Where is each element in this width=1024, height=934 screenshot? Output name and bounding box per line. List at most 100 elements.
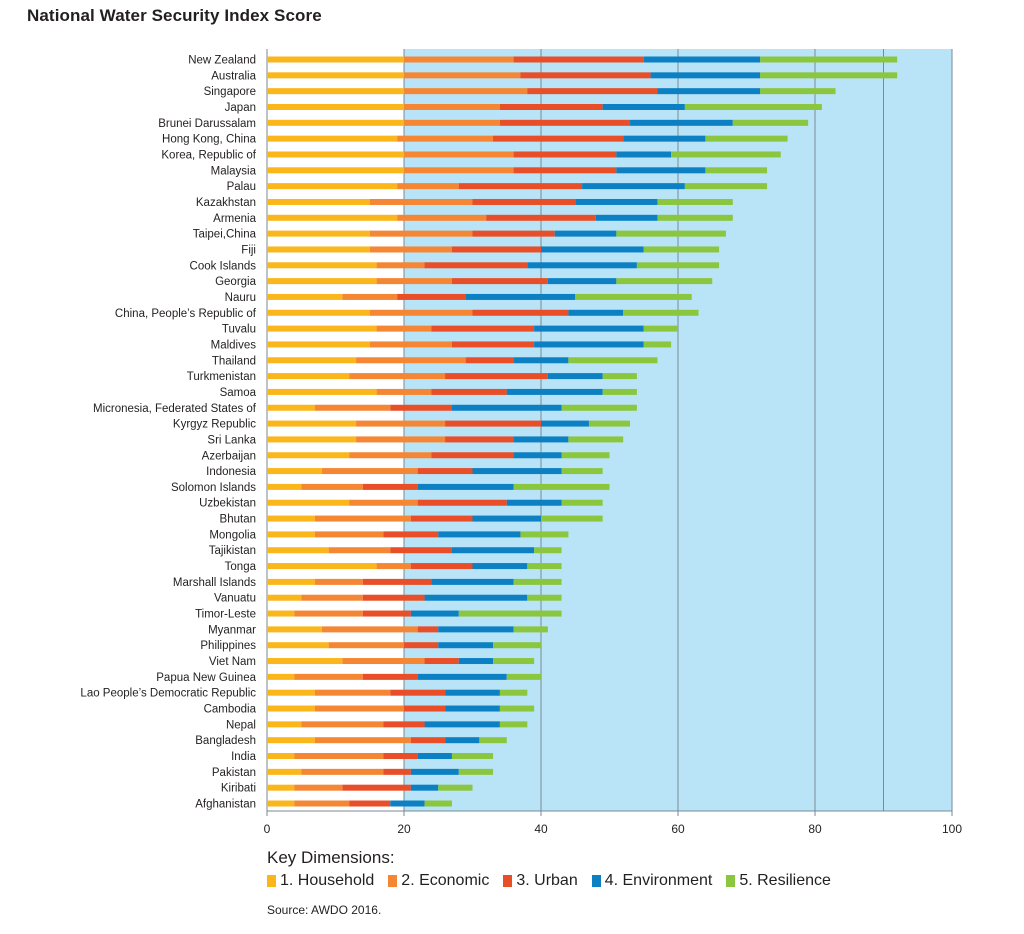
gridlines — [266, 49, 953, 811]
bar-segment — [499, 689, 528, 696]
y-tick-label: Georgia — [215, 276, 257, 288]
bar-segment — [424, 262, 528, 269]
y-tick-label: Uzbekistan — [199, 498, 256, 510]
y-tick-label: Vanuatu — [214, 593, 256, 605]
bar-segment — [267, 468, 322, 475]
y-tick-label: Palau — [227, 181, 256, 193]
bar-segment — [383, 768, 411, 775]
bar-segment — [602, 373, 637, 380]
bar-segment — [506, 673, 541, 680]
y-tick-label: Brunei Darussalam — [158, 118, 256, 130]
y-tick-label: Cambodia — [204, 704, 257, 716]
bar-segment — [404, 56, 514, 63]
bar-segment — [486, 214, 596, 221]
bar-segment — [267, 737, 315, 744]
legend-item: 2. Economic — [388, 872, 489, 890]
bar-segment — [369, 341, 452, 348]
bar-segment — [410, 515, 473, 522]
bar-segment — [342, 784, 411, 791]
bar-segment — [267, 230, 370, 237]
bar-segment — [431, 578, 514, 585]
y-tick-label: Pakistan — [212, 767, 256, 779]
bar-segment — [705, 167, 768, 174]
bar-segment — [424, 658, 459, 665]
bar-segment — [513, 357, 569, 364]
bar-segment — [417, 483, 514, 490]
y-tick-label: Singapore — [204, 86, 256, 98]
bar-segment — [267, 309, 370, 316]
bar-segment — [267, 151, 404, 158]
y-tick-label: Papua New Guinea — [156, 672, 256, 684]
bar-segment — [369, 230, 473, 237]
bar-segment — [513, 578, 562, 585]
bar-segment — [267, 293, 343, 300]
bar-segment — [267, 626, 322, 633]
bar-segment — [404, 72, 521, 79]
bar-segment — [472, 198, 576, 205]
bar-segment — [397, 214, 487, 221]
bar-segment — [616, 230, 726, 237]
bar-segment — [630, 119, 733, 126]
y-tick-label: Marshall Islands — [173, 577, 256, 589]
bar-segment — [643, 246, 720, 253]
bar-segment — [458, 610, 562, 617]
bar-segment — [424, 721, 500, 728]
bar-segment — [267, 547, 329, 554]
y-tick-label: Nauru — [225, 292, 256, 304]
bar-segment — [294, 753, 384, 760]
y-tick-label: Kiribati — [221, 783, 256, 795]
legend-label: 1. Household — [280, 872, 375, 889]
bar-segment — [314, 515, 411, 522]
bar-segment — [431, 452, 514, 459]
bar-segment — [451, 278, 548, 285]
bar-segment — [362, 483, 418, 490]
bar-segment — [369, 198, 473, 205]
bar-segment — [410, 768, 459, 775]
y-tick-label: Tuvalu — [222, 324, 256, 336]
bar-segment — [267, 341, 370, 348]
bar-segment — [732, 119, 809, 126]
bar-segment — [267, 594, 302, 601]
bar-segment — [321, 468, 418, 475]
bar-segment — [513, 626, 548, 633]
legend-swatch — [726, 875, 736, 887]
bar-segment — [493, 658, 535, 665]
bar-segment — [267, 278, 377, 285]
bar-segment — [301, 768, 384, 775]
bar-segment — [431, 325, 535, 332]
bar-segment — [267, 436, 357, 443]
bar-segment — [643, 56, 761, 63]
bar-segment — [499, 103, 603, 110]
bar-segment — [513, 483, 610, 490]
bar-segment — [575, 198, 658, 205]
bar-segment — [417, 673, 507, 680]
y-tick-label: Bhutan — [220, 514, 256, 526]
y-tick-label: Australia — [211, 70, 256, 82]
bar-segment — [527, 88, 658, 95]
bar-segment — [431, 388, 507, 395]
bar-segment — [479, 737, 507, 744]
bar-segment — [451, 246, 541, 253]
bar-segment — [493, 642, 541, 649]
bar-segment — [451, 547, 535, 554]
bar-segment — [267, 578, 315, 585]
bar-segment — [410, 610, 459, 617]
y-tick-label: China, People’s Republic of — [115, 308, 257, 320]
legend-swatch — [267, 875, 276, 887]
bar-segment — [397, 135, 494, 142]
bar-segment — [301, 721, 384, 728]
bar-segment — [267, 515, 315, 522]
bar-segment — [314, 689, 391, 696]
y-tick-label: Lao People’s Democratic Republic — [80, 688, 256, 700]
bar-segment — [267, 642, 329, 649]
legend-label: 3. Urban — [516, 872, 578, 889]
bar-segment — [445, 705, 500, 712]
y-tick-label: Bangladesh — [195, 735, 256, 747]
bar-segment — [410, 784, 439, 791]
bar-segment — [760, 88, 836, 95]
bar-segment — [568, 309, 624, 316]
y-tick-label: Afghanistan — [195, 799, 256, 811]
bar-segment — [472, 515, 541, 522]
bar-segment — [493, 135, 624, 142]
bar-segment — [267, 689, 315, 696]
